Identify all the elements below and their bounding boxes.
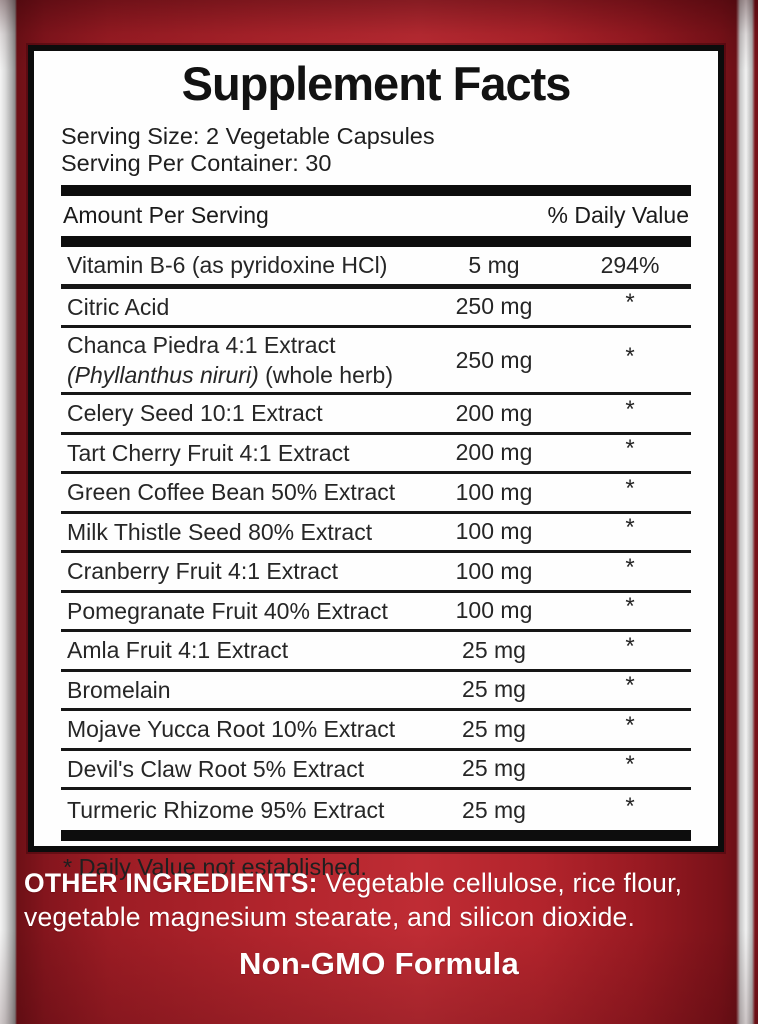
serving-size: Serving Size: 2 Vegetable Capsules <box>61 123 435 149</box>
other-ingredients-label: OTHER INGREDIENTS: <box>24 868 318 898</box>
ingredient-name: Mojave Yucca Root 10% Extract <box>67 716 396 743</box>
amount-per-serving-header: Amount Per Serving <box>63 202 269 228</box>
ingredient-amount: 100 mg <box>455 478 533 505</box>
ingredient-subname: (Phyllanthus niruri) (whole herb) <box>67 362 393 388</box>
ingredient-amount: 100 mg <box>455 518 533 545</box>
table-header-row: Amount Per Serving % Daily Value <box>61 196 691 236</box>
ingredient-row: Milk Thistle Seed 80% Extract 100 mg * <box>61 514 691 553</box>
divider-thick-top <box>61 185 691 196</box>
ingredient-row: Green Coffee Bean 50% Extract 100 mg * <box>61 474 691 514</box>
ingredient-name: Turmeric Rhizome 95% Extract <box>67 797 385 823</box>
ingredient-amount: 250 mg <box>455 346 533 373</box>
ingredient-name: Citric Acid <box>67 293 170 320</box>
non-gmo-text: Non-GMO Formula <box>238 946 520 981</box>
ingredient-row: Turmeric Rhizome 95% Extract 25 mg * <box>61 790 691 830</box>
ingredient-amount: 25 mg <box>462 676 526 703</box>
ingredient-amount: 200 mg <box>455 439 533 466</box>
ingredient-amount: 25 mg <box>462 715 526 742</box>
ingredient-daily-value: * <box>625 435 635 463</box>
ingredient-name: Amla Fruit 4:1 Extract <box>67 637 289 664</box>
ingredient-name: Chanca Piedra 4:1 Extract (Phyllanthus n… <box>61 328 419 392</box>
ingredient-daily-value: * <box>625 711 635 739</box>
other-ingredients-list: Vegetable cellulose, rice flour, vegetab… <box>24 868 683 932</box>
serving-per-container: Serving Per Container: 30 <box>61 149 332 176</box>
ingredient-row: Devil's Claw Root 5% Extract 25 mg * <box>61 751 691 790</box>
ingredient-name: Pomegranate Fruit 40% Extract <box>67 597 388 624</box>
ingredient-amount: 25 mg <box>462 636 526 663</box>
ingredient-daily-value: * <box>625 395 635 423</box>
ingredient-row: Amla Fruit 4:1 Extract 25 mg * <box>61 632 691 672</box>
ingredient-name: Celery Seed 10:1 Extract <box>67 400 323 427</box>
ingredient-amount: 100 mg <box>455 597 533 624</box>
ingredient-amount: 200 mg <box>455 399 533 426</box>
ingredient-daily-value: * <box>625 474 635 502</box>
ingredient-amount: 250 mg <box>455 293 533 320</box>
divider-thick-bottom <box>61 830 691 841</box>
ingredient-amount: 100 mg <box>455 557 533 584</box>
panel-title: Supplement Facts <box>181 57 572 110</box>
ingredient-amount: 25 mg <box>462 755 526 782</box>
other-ingredients-text: OTHER INGREDIENTS: Vegetable cellulose, … <box>24 866 734 934</box>
ingredient-row: Mojave Yucca Root 10% Extract 25 mg * <box>61 711 691 751</box>
supplement-facts-panel: Supplement Facts Serving Size: 2 Vegetab… <box>28 45 724 880</box>
ingredient-name: Green Coffee Bean 50% Extract <box>67 479 396 506</box>
ingredient-name: Cranberry Fruit 4:1 Extract <box>67 558 338 585</box>
ingredient-table: Vitamin B-6 (as pyridoxine HCl) 5 mg 294… <box>61 247 691 830</box>
ingredient-row: Tart Cherry Fruit 4:1 Extract 200 mg * <box>61 435 691 474</box>
ingredient-name: Milk Thistle Seed 80% Extract <box>67 518 373 545</box>
ingredient-daily-value: * <box>625 751 635 779</box>
ingredient-row: Citric Acid 250 mg * <box>61 289 691 328</box>
ingredient-row: Chanca Piedra 4:1 Extract (Phyllanthus n… <box>61 328 691 395</box>
ingredient-daily-value: 294% <box>600 251 660 278</box>
ingredient-amount: 25 mg <box>462 796 526 823</box>
ingredient-daily-value: * <box>625 632 635 660</box>
ingredient-row: Celery Seed 10:1 Extract 200 mg * <box>61 395 691 435</box>
ingredient-name: Vitamin B-6 (as pyridoxine HCl) <box>67 252 388 279</box>
ingredient-name: Bromelain <box>67 676 171 703</box>
daily-value-header: % Daily Value <box>547 202 689 228</box>
ingredient-daily-value: * <box>625 553 635 581</box>
divider-thick-header <box>61 236 691 247</box>
ingredient-daily-value: * <box>625 342 635 370</box>
ingredient-row: Cranberry Fruit 4:1 Extract 100 mg * <box>61 553 691 593</box>
ingredient-row: Vitamin B-6 (as pyridoxine HCl) 5 mg 294… <box>61 247 691 289</box>
ingredient-amount: 5 mg <box>468 251 520 278</box>
serving-info: Serving Size: 2 Vegetable Capsules Servi… <box>61 123 691 176</box>
dv-footnote: * Daily Value not established. <box>63 854 367 880</box>
ingredient-daily-value: * <box>625 593 635 621</box>
ingredient-name: Devil's Claw Root 5% Extract <box>67 755 365 782</box>
ingredient-daily-value: * <box>625 792 635 820</box>
ingredient-row: Pomegranate Fruit 40% Extract 100 mg * <box>61 593 691 632</box>
ingredient-daily-value: * <box>625 672 635 700</box>
ingredient-row: Bromelain 25 mg * <box>61 672 691 711</box>
ingredient-daily-value: * <box>625 289 635 317</box>
ingredient-daily-value: * <box>625 514 635 542</box>
ingredient-name: Tart Cherry Fruit 4:1 Extract <box>67 439 350 466</box>
other-ingredients-section: OTHER INGREDIENTS: Vegetable cellulose, … <box>0 856 758 982</box>
